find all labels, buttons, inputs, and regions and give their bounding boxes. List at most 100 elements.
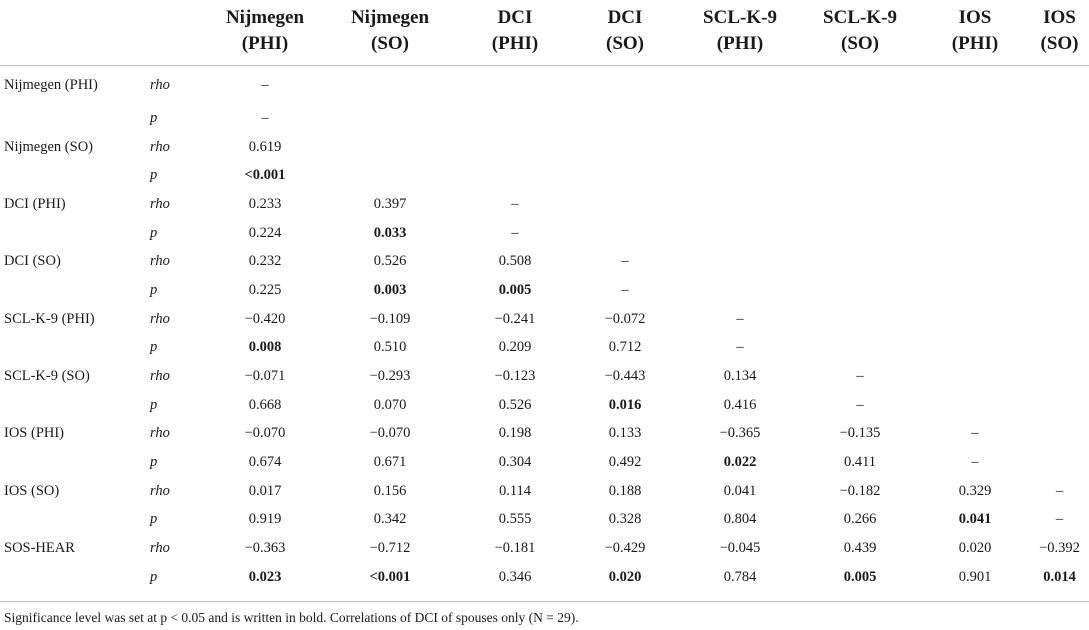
column-header-line1: IOS — [1043, 7, 1076, 28]
table-cell — [1030, 362, 1089, 391]
column-header-line1: Nijmegen — [225, 7, 305, 28]
table-cell — [1030, 420, 1089, 449]
table-cell: 0.209 — [498, 339, 532, 356]
table-cell — [1030, 276, 1089, 305]
table-cell: – — [621, 253, 629, 270]
table-cell: −0.293 — [369, 368, 411, 385]
table-row: p 0.674 0.671 0.304 0.492 0.022 0.411 – — [0, 448, 1089, 477]
row-label — [0, 276, 150, 305]
table-cell: −0.123 — [494, 368, 536, 385]
table-cell — [920, 276, 1030, 305]
table-cell: 0.510 — [373, 339, 407, 356]
table-cell: 0.133 — [608, 425, 642, 442]
table-cell — [1030, 219, 1089, 248]
table-cell: 0.266 — [843, 511, 877, 528]
table-row: p 0.668 0.070 0.526 0.016 0.416 – — [0, 391, 1089, 420]
table-cell: −0.070 — [369, 425, 411, 442]
table-cell: −0.443 — [604, 368, 646, 385]
row-stat: p — [150, 281, 158, 298]
table-cell — [1030, 448, 1089, 477]
table-cell — [460, 133, 570, 162]
table-cell: – — [856, 396, 864, 413]
column-header-line1: IOS — [958, 7, 992, 28]
table-cell: 0.671 — [373, 454, 407, 471]
table-cell: −0.429 — [604, 540, 646, 557]
table-cell: 0.016 — [608, 396, 642, 413]
column-header: IOS (SO) — [1030, 0, 1089, 66]
row-stat: p — [150, 109, 158, 126]
table-row: Nijmegen (PHI) rho – — [0, 66, 1089, 104]
table-cell — [1030, 247, 1089, 276]
table-row: p 0.224 0.033 – — [0, 219, 1089, 248]
table-body: Nijmegen (PHI) rho – p – Nijmegen (SO) rho 0.61… — [0, 66, 1089, 592]
column-header-line1: SCL-K-9 — [823, 7, 897, 28]
row-stat: rho — [150, 253, 170, 270]
table-row: p 0.023 <0.001 0.346 0.020 0.784 0.005 0.901 0.0… — [0, 563, 1089, 592]
table-cell: 0.416 — [723, 396, 757, 413]
table-cell — [570, 190, 680, 219]
table-cell: 0.712 — [608, 339, 642, 356]
table-row: p 0.919 0.342 0.555 0.328 0.804 0.266 0.041 – — [0, 506, 1089, 535]
table-cell — [680, 133, 800, 162]
row-label — [0, 104, 150, 133]
row-label — [0, 391, 150, 420]
table-cell — [800, 190, 920, 219]
column-header: Nijmegen (PHI) — [210, 0, 320, 66]
table-cell — [320, 104, 460, 133]
table-cell — [680, 219, 800, 248]
table-cell: – — [1055, 482, 1064, 499]
table-cell — [800, 276, 920, 305]
table-cell — [920, 190, 1030, 219]
column-header: DCI (PHI) — [460, 0, 570, 66]
table-cell: 0.020 — [608, 568, 642, 585]
table-cell — [1030, 334, 1089, 363]
column-header-line1: DCI — [607, 7, 643, 28]
row-label — [0, 506, 150, 535]
table-cell: – — [971, 425, 979, 442]
table-row: DCI (SO) rho 0.232 0.526 0.508 – — [0, 247, 1089, 276]
row-stat: rho — [150, 368, 170, 385]
table-cell — [920, 391, 1030, 420]
table-cell: 0.134 — [723, 368, 757, 385]
table-cell: 0.017 — [248, 482, 282, 499]
table-cell: – — [736, 339, 744, 356]
table-cell: 0.005 — [843, 568, 877, 585]
table-cell — [920, 66, 1030, 104]
table-cell — [460, 104, 570, 133]
table-cell — [800, 66, 920, 104]
row-label: Nijmegen (PHI) — [4, 76, 98, 93]
table-cell — [920, 334, 1030, 363]
column-header-line2: (PHI) — [716, 33, 764, 54]
table-cell: – — [511, 195, 519, 212]
table-cell: 0.198 — [498, 425, 532, 442]
column-header-line2: (PHI) — [951, 33, 999, 54]
table-cell: 0.329 — [958, 482, 992, 499]
table-footnote: Significance level was set at p < 0.05 a… — [4, 610, 579, 625]
row-stat: rho — [150, 482, 170, 499]
table-cell — [680, 190, 800, 219]
table-cell: −0.181 — [494, 540, 536, 557]
column-header-line2: (SO) — [841, 33, 879, 54]
table-cell: 0.901 — [958, 568, 992, 585]
row-stat: p — [150, 167, 158, 184]
table-cell: −0.365 — [719, 425, 761, 442]
row-label: SOS-HEAR — [4, 540, 75, 557]
table-row: p <0.001 — [0, 161, 1089, 190]
row-label: IOS (SO) — [4, 482, 60, 499]
table-cell — [320, 133, 460, 162]
table-cell: 0.022 — [723, 454, 757, 471]
table-cell: 0.439 — [843, 540, 877, 557]
table-cell — [920, 305, 1030, 334]
table-cell — [800, 104, 920, 133]
table-cell: 0.342 — [373, 511, 407, 528]
table-cell — [680, 276, 800, 305]
row-stat: p — [150, 224, 158, 241]
table-row: Nijmegen (SO) rho 0.619 — [0, 133, 1089, 162]
table-cell — [680, 247, 800, 276]
row-stat: rho — [150, 540, 170, 557]
table-cell: 0.008 — [248, 339, 282, 356]
table-cell: 0.233 — [248, 195, 282, 212]
table-cell: 0.526 — [498, 396, 532, 413]
column-header-line1: DCI — [497, 7, 533, 28]
